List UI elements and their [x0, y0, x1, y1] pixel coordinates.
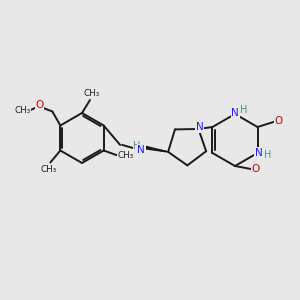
- Text: CH₃: CH₃: [118, 151, 134, 160]
- Text: H: H: [264, 150, 271, 160]
- Text: N: N: [196, 122, 203, 132]
- Text: CH₃: CH₃: [14, 106, 31, 115]
- Polygon shape: [142, 146, 168, 152]
- Text: N: N: [231, 108, 239, 118]
- Text: O: O: [252, 164, 260, 174]
- Text: CH₃: CH₃: [40, 165, 56, 174]
- Text: CH₃: CH₃: [84, 88, 100, 98]
- Text: O: O: [274, 116, 283, 126]
- Text: N: N: [137, 145, 145, 155]
- Text: H: H: [134, 141, 141, 151]
- Text: O: O: [35, 100, 44, 110]
- Text: H: H: [240, 105, 248, 115]
- Text: N: N: [255, 148, 262, 158]
